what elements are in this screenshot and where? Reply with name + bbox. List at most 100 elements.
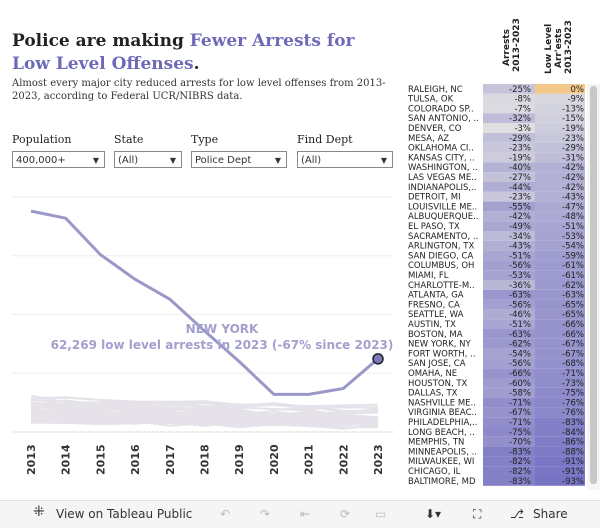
chevron-down-icon: ▼ <box>380 156 387 165</box>
city-name: DENVER, CO <box>408 124 462 134</box>
low-level-value: -53% <box>562 232 584 242</box>
table-row: SACRAMENTO, .. -34% -53% <box>408 231 587 242</box>
new-york-line <box>30 209 379 396</box>
low-level-cell <box>535 123 587 133</box>
annotation-text: 62,269 low level arrests in 2023 (-67% s… <box>51 338 394 352</box>
population-filter-label: Population <box>12 133 72 146</box>
type-dropdown[interactable]: Police Dept ▼ <box>191 151 287 168</box>
low-level-cell <box>535 260 587 271</box>
arrests-cell <box>483 436 535 447</box>
arrests-cell <box>483 309 535 320</box>
x-tick-label: 2020 <box>268 444 281 475</box>
low-level-cell <box>535 358 587 369</box>
x-tick-label: 2014 <box>60 444 73 475</box>
table-row: BOSTON, MA -63% -66% <box>408 329 587 340</box>
other-city-line <box>30 412 379 423</box>
city-name: INDIANAPOLIS,.. <box>408 183 476 193</box>
find-dept-dropdown[interactable]: (All) ▼ <box>297 151 393 168</box>
low-level-cell <box>535 417 587 427</box>
table-row: FRESNO, CA -56% -65% <box>408 299 587 310</box>
pause-icon[interactable]: ▭ <box>375 507 387 521</box>
arrests-cell <box>483 103 535 114</box>
fullscreen-icon[interactable]: ⛶ <box>473 507 482 521</box>
arrests-cell <box>483 260 535 271</box>
revert-icon[interactable]: ⇤ <box>300 507 311 521</box>
arrests-cell <box>483 191 535 202</box>
low-level-value: -43% <box>562 193 584 203</box>
download-icon[interactable]: ⬇▾ <box>425 507 442 521</box>
view-on-tableau-link[interactable]: View on Tableau Public <box>56 507 193 521</box>
low-level-cell <box>535 221 587 231</box>
other-city-line <box>30 396 379 411</box>
arrests-value: -56% <box>509 300 531 310</box>
low-level-value: -76% <box>562 408 584 418</box>
city-name: ARLINGTON, TX <box>408 242 474 252</box>
arrests-cell <box>483 152 535 163</box>
arrests-value: -44% <box>509 183 531 193</box>
arrests-value: -51% <box>509 251 531 261</box>
arrests-cell <box>483 280 535 290</box>
refresh-icon[interactable]: ⟳ <box>340 507 351 521</box>
arrests-cell <box>483 240 535 251</box>
find-dept-filter: Find Dept (All) ▼ <box>297 133 393 168</box>
table-row: MILWAUKEE, WI -82% -91% <box>408 456 587 467</box>
x-tick-label: 2023 <box>372 444 385 475</box>
redo-icon[interactable]: ↷ <box>260 507 271 521</box>
low-level-value: -19% <box>562 124 584 134</box>
table-row: BALTIMORE, MD -83% -93% <box>408 476 587 487</box>
arrests-value: -23% <box>509 193 531 203</box>
share-button[interactable]: Share <box>533 507 568 521</box>
city-name: CHARLOTTE-M.. <box>408 281 475 291</box>
chevron-down-icon: ▼ <box>169 156 176 165</box>
other-city-line <box>30 405 379 421</box>
x-tick-label: 2015 <box>94 444 107 475</box>
table-row: OMAHA, NE -66% -71% <box>408 368 587 379</box>
low-level-value: -31% <box>562 153 584 163</box>
city-name: SAN JOSE, CA <box>408 359 466 369</box>
arrests-cell <box>483 123 535 133</box>
arrests-value: -46% <box>509 310 531 320</box>
scrollbar-thumb[interactable] <box>590 86 597 484</box>
city-name: OMAHA, NE <box>408 369 457 379</box>
low-level-value: -42% <box>562 163 584 173</box>
low-level-value: -29% <box>562 144 584 154</box>
arrests-value: -55% <box>509 202 531 212</box>
low-level-cell <box>535 309 587 320</box>
arrests-value: -63% <box>509 330 531 340</box>
table-row: ARLINGTON, TX -43% -54% <box>408 240 587 252</box>
low-level-value: -13% <box>562 104 584 114</box>
table-row: NEW YORK, NY -62% -67% <box>408 338 587 350</box>
state-dropdown[interactable]: (All) ▼ <box>114 151 182 168</box>
table-row: COLUMBUS, OH -56% -61% <box>408 260 587 271</box>
share-icon[interactable]: ⎇ <box>510 507 524 521</box>
col-header-arrests-years: 2013-2023 <box>512 18 522 72</box>
low-level-value: -93% <box>562 477 584 487</box>
state-filter-label: State <box>114 133 144 146</box>
city-name: RALEIGH, NC <box>408 85 463 95</box>
city-name: VIRGINIA BEAC.. <box>408 408 477 418</box>
arrests-line-chart[interactable]: NEW YORK 62,269 low level arrests in 2023… <box>0 185 400 485</box>
low-level-cell <box>535 466 587 476</box>
table-scrollbar[interactable] <box>587 84 600 490</box>
city-name: NEW YORK, NY <box>408 340 471 350</box>
arrests-value: -66% <box>509 369 531 379</box>
arrests-cell <box>483 211 535 222</box>
city-name: LONG BEACH, .. <box>408 428 475 438</box>
arrests-cell <box>483 476 535 486</box>
table-row: MESA, AZ -29% -23% <box>408 133 587 144</box>
low-level-cell <box>535 142 587 153</box>
col-header-low-level: Low Level <box>544 24 554 74</box>
undo-icon[interactable]: ↶ <box>220 507 231 521</box>
table-row: CHICAGO, IL -82% -91% <box>408 466 587 477</box>
arrests-cell <box>483 162 535 173</box>
city-name: LAS VEGAS ME.. <box>408 173 477 183</box>
low-level-cell <box>535 476 587 486</box>
city-name: HOUSTON, TX <box>408 379 468 389</box>
arrests-value: -34% <box>509 232 531 242</box>
x-tick-label: 2019 <box>233 444 246 475</box>
low-level-cell <box>535 182 587 192</box>
arrests-cell <box>483 289 535 300</box>
population-dropdown[interactable]: 400,000+ ▼ <box>12 151 105 168</box>
col-header-arrests: Arrests <box>502 29 512 66</box>
low-level-cell <box>535 240 587 251</box>
